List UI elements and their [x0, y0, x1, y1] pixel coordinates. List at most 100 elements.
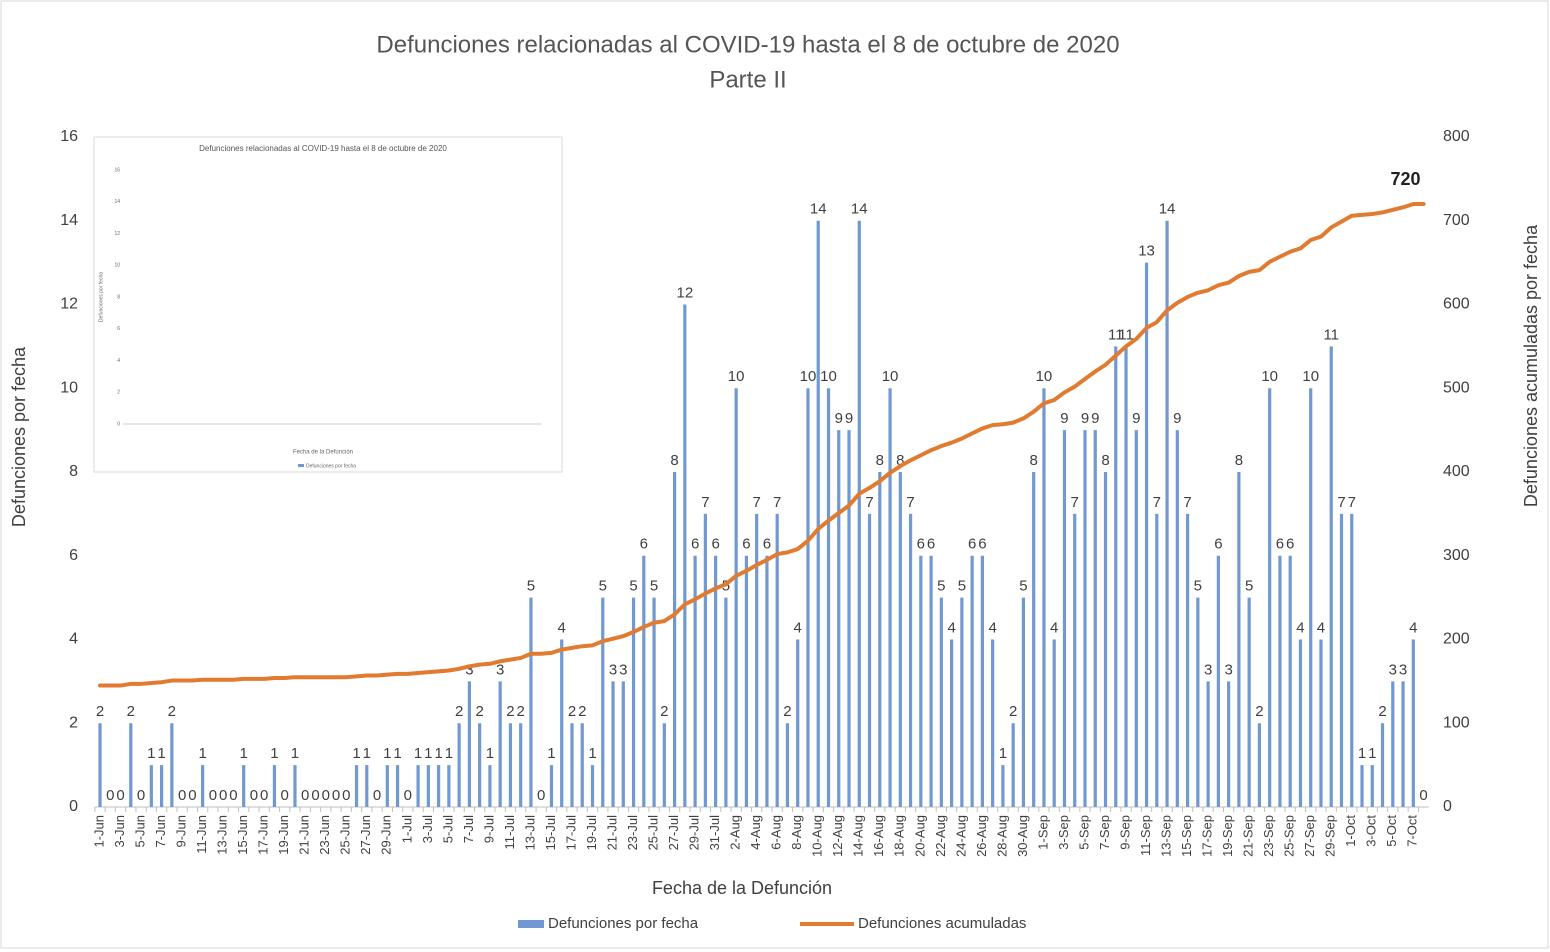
x-tick-label: 3-Jul — [420, 815, 435, 843]
data-label: 14 — [851, 201, 868, 218]
x-tick-label: 17-Sep — [1200, 815, 1215, 857]
bar — [478, 723, 482, 807]
x-tick-label: 17-Jun — [256, 815, 271, 855]
x-tick-label: 3-Oct — [1364, 815, 1379, 847]
data-label: 3 — [465, 661, 473, 678]
bar — [1360, 765, 1364, 807]
data-label: 0 — [219, 787, 227, 804]
x-tick-label: 1-Sep — [1035, 815, 1050, 850]
x-tick-label: 15-Jul — [543, 815, 558, 851]
bar — [1350, 513, 1354, 807]
bar — [714, 555, 718, 807]
data-label: 7 — [1153, 494, 1161, 511]
x-tick-label: 23-Sep — [1261, 815, 1276, 857]
x-tick-label: 3-Sep — [1056, 815, 1071, 850]
x-tick-label: 13-Sep — [1159, 815, 1174, 857]
inset-x-title: Fecha de la Defunción — [293, 450, 353, 456]
data-label: 6 — [742, 536, 750, 553]
data-label: 12 — [677, 284, 694, 301]
data-label: 6 — [1286, 536, 1294, 553]
bar — [1401, 681, 1405, 807]
data-label: 3 — [496, 661, 504, 678]
data-label: 8 — [876, 452, 884, 469]
bar — [1103, 472, 1108, 807]
y-axis-title: Defunciones por fecha — [9, 346, 29, 527]
bar — [796, 639, 800, 807]
data-label: 6 — [1214, 536, 1222, 553]
data-label: 1 — [486, 745, 494, 762]
y-tick-label: 10 — [60, 379, 78, 396]
data-label: 5 — [629, 578, 637, 595]
bar — [1309, 388, 1313, 807]
bar — [1155, 513, 1159, 807]
data-label: 3 — [1224, 661, 1232, 678]
bar — [467, 681, 471, 807]
bar — [395, 765, 400, 807]
data-label: 6 — [978, 536, 986, 553]
x-tick-label: 29-Sep — [1323, 815, 1338, 857]
data-label: 1 — [414, 745, 422, 762]
data-label: 2 — [578, 703, 586, 720]
bar — [1278, 555, 1282, 807]
data-label: 1 — [999, 745, 1007, 762]
bar — [1144, 262, 1149, 807]
bar — [1093, 430, 1097, 807]
data-label: 4 — [1296, 619, 1304, 636]
bar — [693, 555, 697, 807]
bar — [775, 513, 779, 807]
bar — [426, 765, 430, 807]
bar — [1391, 681, 1395, 807]
data-label: 6 — [1276, 536, 1284, 553]
x-tick-label: 4-Aug — [748, 815, 763, 850]
y2-tick-label: 0 — [1443, 798, 1452, 815]
bar — [519, 723, 523, 807]
x-tick-label: 23-Jul — [625, 815, 640, 851]
data-label: 11 — [1118, 326, 1134, 343]
bar — [662, 723, 666, 807]
data-label: 0 — [332, 787, 340, 804]
bar — [806, 388, 810, 807]
bar — [744, 555, 749, 807]
data-label: 7 — [773, 494, 781, 511]
data-label: 720 — [1391, 169, 1421, 189]
x-tick-label: 22-Aug — [933, 815, 948, 857]
data-label: 2 — [660, 703, 668, 720]
data-label: 10 — [1036, 368, 1053, 385]
x-tick-label: 18-Aug — [892, 815, 907, 857]
x-tick-label: 29-Jun — [379, 815, 394, 855]
data-label: 6 — [917, 536, 925, 553]
data-label: 2 — [506, 703, 514, 720]
data-label: 1 — [1368, 745, 1376, 762]
inset-y-tick-label: 10 — [114, 263, 120, 269]
legend-label: Defunciones acumuladas — [858, 915, 1026, 932]
bar — [1185, 513, 1190, 807]
x-tick-label: 25-Jul — [646, 815, 661, 851]
data-label: 0 — [311, 787, 319, 804]
bar — [1083, 430, 1087, 807]
bar — [1124, 346, 1128, 807]
x-tick-label: 11-Sep — [1138, 815, 1153, 856]
data-label: 1 — [291, 745, 299, 762]
x-tick-label: 17-Jul — [563, 815, 578, 851]
bar — [991, 639, 995, 807]
data-label: 14 — [810, 201, 827, 218]
bar — [385, 765, 389, 807]
bar — [929, 555, 933, 807]
bar — [590, 765, 595, 807]
y-tick-label: 6 — [69, 547, 78, 564]
data-label: 10 — [882, 368, 899, 385]
bar — [272, 765, 277, 807]
bar — [642, 555, 646, 807]
y2-tick-label: 500 — [1443, 379, 1470, 396]
data-label: 2 — [475, 703, 483, 720]
x-tick-label: 21-Jun — [297, 815, 312, 855]
data-label: 2 — [1009, 703, 1017, 720]
data-label: 8 — [1030, 452, 1038, 469]
bar — [1339, 513, 1344, 807]
inset-y-title: Defunciones por fecha — [98, 272, 104, 322]
data-label: 0 — [1419, 787, 1427, 804]
x-tick-label: 5-Jun — [133, 815, 148, 848]
bar — [1329, 346, 1333, 807]
bar — [1216, 555, 1220, 807]
data-label: 8 — [896, 452, 904, 469]
